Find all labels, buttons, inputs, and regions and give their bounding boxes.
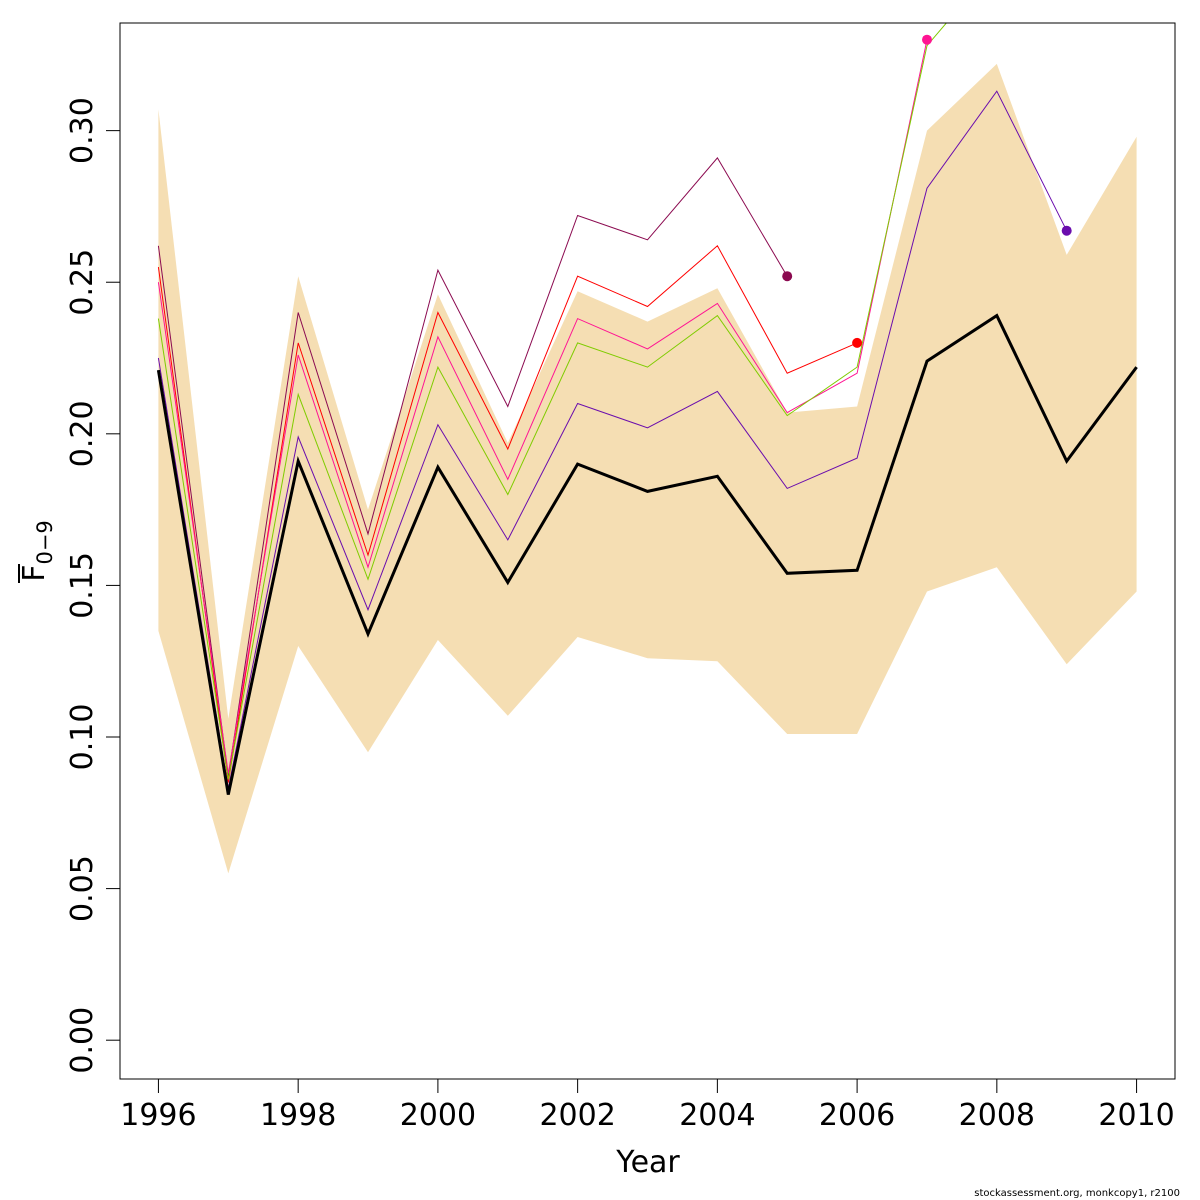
credit-text: stockassessment.org, monkcopy1, r2100: [974, 1188, 1180, 1199]
series-line-5: [157, 90, 1068, 789]
y-tick-label: 0.05: [65, 855, 100, 922]
y-axis-title: F0−9: [17, 520, 57, 583]
series-line-4: [157, 23, 948, 780]
y-axis-title-subscript: 0−9: [33, 520, 57, 564]
x-tick-label: 1998: [260, 1098, 336, 1133]
svg-text:F0−9: F0−9: [17, 520, 57, 582]
x-tick-label: 2000: [400, 1098, 476, 1133]
series-end-point-2: [852, 337, 863, 348]
y-axis-title-symbol: F: [17, 565, 52, 582]
x-tick-label: 2006: [819, 1098, 895, 1133]
series-end-point-1: [782, 271, 793, 282]
series-end-point-5: [1061, 225, 1072, 236]
x-axis-title: Year: [615, 1145, 680, 1180]
y-tick-label: 0.10: [65, 704, 100, 771]
x-tick-label: 1996: [120, 1098, 196, 1133]
series-line-3: [157, 39, 928, 774]
series-line-1: [157, 157, 788, 777]
y-tick-label: 0.25: [65, 249, 100, 316]
y-tick-label: 0.00: [65, 1007, 100, 1074]
series-end-point-3: [922, 34, 932, 45]
y-tick-label: 0.15: [65, 552, 100, 619]
x-tick-label: 2004: [679, 1098, 755, 1133]
x-tick-label: 2008: [959, 1098, 1035, 1133]
y-tick-label: 0.20: [65, 400, 100, 467]
x-tick-label: 2010: [1098, 1098, 1174, 1133]
x-tick-label: 2002: [539, 1098, 615, 1133]
series-line-final: [156, 313, 1138, 795]
y-tick-label: 0.30: [65, 97, 100, 164]
confidence-band: [158, 63, 1137, 874]
series-line-2: [157, 245, 858, 783]
